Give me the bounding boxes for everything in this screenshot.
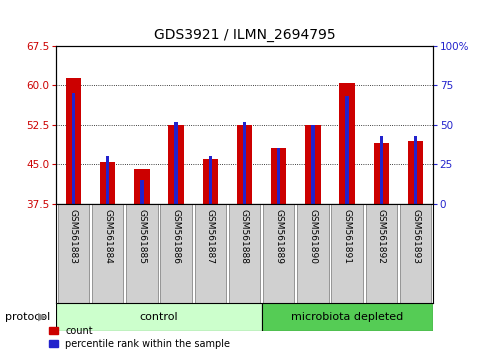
FancyBboxPatch shape bbox=[365, 204, 396, 303]
Bar bbox=[261, 303, 432, 331]
Bar bbox=[236, 125, 252, 204]
FancyBboxPatch shape bbox=[194, 204, 225, 303]
Bar bbox=[413, 136, 416, 204]
Text: GSM561883: GSM561883 bbox=[69, 209, 78, 263]
Text: control: control bbox=[140, 312, 178, 322]
Text: GSM561885: GSM561885 bbox=[137, 209, 146, 263]
FancyBboxPatch shape bbox=[228, 204, 260, 303]
FancyBboxPatch shape bbox=[58, 204, 89, 303]
Text: ▶: ▶ bbox=[38, 312, 47, 322]
FancyBboxPatch shape bbox=[331, 204, 362, 303]
FancyBboxPatch shape bbox=[160, 204, 191, 303]
Bar bbox=[65, 78, 81, 204]
Bar bbox=[140, 180, 143, 204]
FancyBboxPatch shape bbox=[399, 204, 430, 303]
FancyBboxPatch shape bbox=[92, 204, 123, 303]
Text: GSM561889: GSM561889 bbox=[274, 209, 283, 263]
Legend: count, percentile rank within the sample: count, percentile rank within the sample bbox=[49, 326, 230, 349]
Bar bbox=[174, 122, 177, 204]
Bar bbox=[243, 122, 245, 204]
Text: GSM561891: GSM561891 bbox=[342, 209, 351, 263]
Text: protocol: protocol bbox=[5, 312, 50, 322]
Bar bbox=[311, 125, 314, 204]
Bar bbox=[270, 148, 286, 204]
Title: GDS3921 / ILMN_2694795: GDS3921 / ILMN_2694795 bbox=[153, 28, 335, 42]
Bar bbox=[168, 125, 183, 204]
Text: microbiota depleted: microbiota depleted bbox=[290, 312, 403, 322]
Text: GSM561893: GSM561893 bbox=[410, 209, 419, 263]
Bar bbox=[208, 156, 211, 204]
Text: GSM561892: GSM561892 bbox=[376, 209, 385, 263]
Bar bbox=[277, 148, 280, 204]
Bar bbox=[56, 303, 261, 331]
Text: GSM561887: GSM561887 bbox=[205, 209, 214, 263]
Bar bbox=[345, 96, 348, 204]
Bar bbox=[202, 159, 218, 204]
FancyBboxPatch shape bbox=[126, 204, 157, 303]
Bar bbox=[72, 93, 75, 204]
Text: GSM561890: GSM561890 bbox=[308, 209, 317, 263]
Text: GSM561886: GSM561886 bbox=[171, 209, 180, 263]
Bar bbox=[407, 141, 423, 204]
Bar bbox=[339, 83, 354, 204]
FancyBboxPatch shape bbox=[297, 204, 328, 303]
Bar bbox=[305, 125, 320, 204]
Bar bbox=[106, 156, 109, 204]
Bar bbox=[373, 143, 388, 204]
Bar bbox=[379, 136, 382, 204]
Text: GSM561884: GSM561884 bbox=[103, 209, 112, 263]
Text: GSM561888: GSM561888 bbox=[240, 209, 248, 263]
FancyBboxPatch shape bbox=[263, 204, 294, 303]
Bar bbox=[100, 161, 115, 204]
Bar bbox=[134, 170, 149, 204]
